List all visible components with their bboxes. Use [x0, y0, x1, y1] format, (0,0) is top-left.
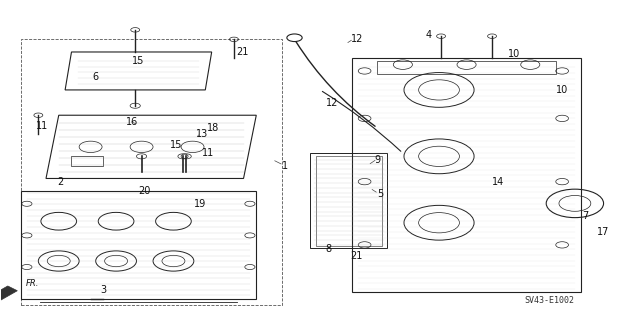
Text: 1: 1	[282, 161, 288, 171]
Text: 6: 6	[93, 72, 99, 82]
Text: 3: 3	[100, 285, 106, 295]
Text: 18: 18	[207, 123, 219, 133]
Polygon shape	[0, 286, 17, 303]
Text: 16: 16	[125, 116, 138, 127]
Text: 7: 7	[582, 211, 589, 221]
Text: 9: 9	[374, 154, 380, 165]
Text: 19: 19	[194, 199, 206, 209]
Text: 13: 13	[196, 129, 208, 139]
Bar	[352, 58, 581, 292]
Text: 17: 17	[597, 227, 609, 237]
Text: 11: 11	[36, 121, 49, 131]
Text: 20: 20	[138, 186, 151, 196]
Text: FR.: FR.	[26, 279, 39, 288]
Bar	[72, 156, 103, 166]
Bar	[316, 156, 382, 246]
Text: 21: 21	[351, 251, 363, 261]
Bar	[378, 62, 556, 74]
Text: 10: 10	[508, 48, 520, 59]
Text: 10: 10	[556, 85, 568, 95]
Text: 15: 15	[132, 56, 145, 66]
Text: 14: 14	[492, 177, 504, 187]
Text: 12: 12	[326, 98, 339, 108]
Text: 4: 4	[425, 30, 431, 40]
Text: 2: 2	[58, 177, 64, 187]
Bar	[310, 153, 387, 248]
Text: 15: 15	[170, 140, 182, 150]
Text: 11: 11	[202, 148, 214, 158]
Text: 5: 5	[378, 189, 383, 199]
Text: 8: 8	[325, 244, 332, 254]
Text: 12: 12	[351, 34, 363, 44]
Text: SV43-E1002: SV43-E1002	[524, 296, 574, 305]
Text: 21: 21	[236, 47, 248, 57]
